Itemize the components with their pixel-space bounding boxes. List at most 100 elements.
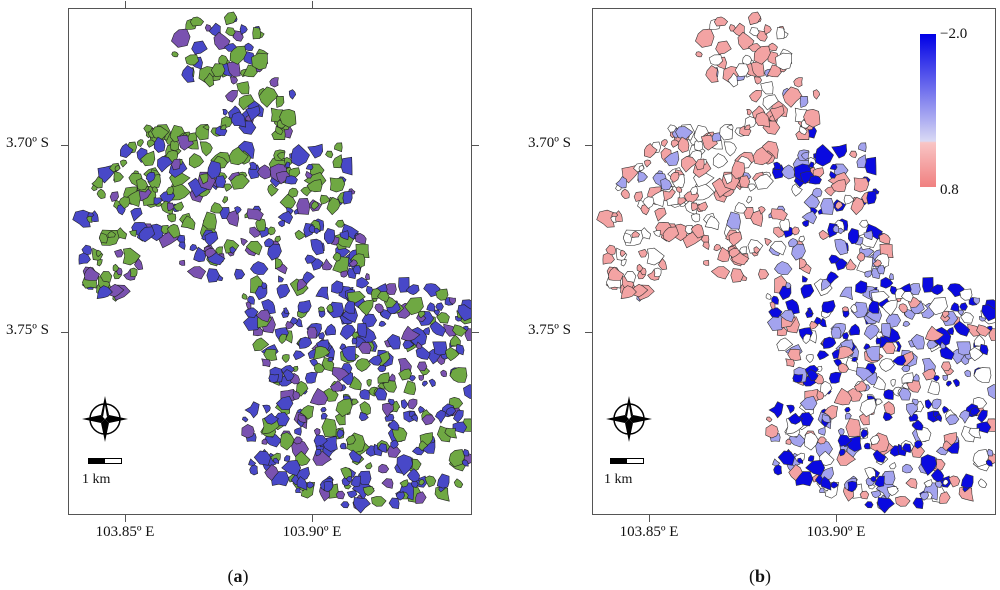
field-parcel	[776, 27, 786, 40]
field-parcel	[959, 288, 973, 301]
field-parcel	[436, 312, 450, 324]
field-parcel	[715, 40, 732, 55]
field-parcel	[356, 277, 370, 289]
field-parcel	[760, 81, 774, 95]
field-parcel	[803, 108, 821, 128]
field-parcel	[602, 252, 615, 265]
field-parcel	[253, 450, 272, 466]
field-parcel	[935, 414, 943, 423]
field-parcel	[202, 211, 217, 230]
field-parcel	[280, 432, 295, 451]
field-parcel	[331, 367, 350, 382]
field-parcel	[968, 427, 982, 439]
field-parcel	[928, 297, 948, 316]
field-parcel	[973, 334, 985, 347]
field-parcel	[86, 215, 93, 223]
field-parcel	[768, 42, 778, 51]
field-parcel	[747, 11, 762, 26]
field-parcel	[321, 258, 333, 271]
field-parcel	[788, 464, 803, 481]
field-parcel	[279, 108, 297, 128]
field-parcel	[746, 108, 752, 116]
field-parcel	[919, 491, 929, 501]
field-parcel	[926, 340, 939, 350]
field-parcel	[911, 419, 924, 431]
field-parcel	[631, 230, 640, 238]
field-parcel	[712, 153, 728, 169]
field-parcel	[228, 146, 249, 166]
field-parcel	[223, 183, 233, 192]
field-parcel	[230, 173, 250, 190]
field-parcel	[345, 434, 356, 445]
scale-label-a: 1 km	[82, 472, 111, 487]
field-parcel	[956, 341, 972, 356]
field-parcel	[215, 246, 224, 254]
field-parcel	[670, 139, 680, 148]
field-parcel	[898, 387, 912, 401]
field-parcel	[820, 476, 832, 491]
field-parcel	[942, 440, 953, 452]
field-parcel	[244, 401, 260, 419]
field-parcel	[248, 458, 257, 466]
field-parcel	[99, 271, 113, 283]
field-parcel	[283, 455, 291, 462]
field-parcel	[713, 243, 722, 252]
field-parcel	[879, 358, 895, 372]
field-parcel	[773, 226, 786, 238]
field-parcel	[313, 434, 328, 447]
field-parcel	[922, 368, 937, 381]
field-parcel	[329, 380, 343, 392]
field-parcel	[359, 401, 371, 417]
field-parcel	[350, 475, 361, 488]
y-tick-2-b	[585, 332, 592, 333]
field-parcel	[170, 139, 180, 152]
field-parcel	[210, 63, 226, 78]
field-parcel	[742, 54, 753, 66]
field-parcel	[832, 224, 840, 233]
field-parcel	[284, 175, 298, 185]
field-parcel	[255, 309, 271, 323]
field-parcel	[294, 229, 306, 240]
field-parcel	[377, 443, 388, 453]
field-parcel	[851, 356, 858, 362]
field-parcel	[619, 249, 626, 258]
field-parcel	[882, 341, 896, 355]
field-parcel	[911, 398, 919, 406]
field-parcel	[953, 320, 971, 337]
field-parcel	[445, 346, 460, 362]
field-parcel	[753, 45, 771, 65]
field-parcel	[788, 412, 804, 425]
field-parcel	[378, 320, 387, 327]
field-parcel	[326, 303, 334, 314]
field-parcel	[418, 310, 426, 319]
field-parcel	[181, 65, 195, 83]
field-parcel	[977, 478, 988, 489]
field-parcel	[821, 299, 836, 314]
field-parcel	[304, 254, 317, 264]
field-parcel	[346, 490, 358, 499]
field-parcel	[229, 76, 238, 85]
field-parcel	[296, 476, 308, 491]
field-parcel	[791, 243, 806, 261]
field-parcel	[695, 28, 715, 48]
field-parcel	[802, 333, 811, 345]
map-panel-a: 3.70º S 3.75º S 103.85º E 103.90º E 1 km…	[6, 1, 479, 586]
field-parcel	[319, 194, 331, 205]
field-parcel	[157, 156, 174, 173]
field-parcel	[283, 307, 289, 314]
field-parcel	[726, 124, 734, 131]
field-parcel	[304, 371, 318, 384]
field-parcel	[261, 438, 268, 445]
field-parcel	[880, 277, 894, 289]
field-parcel	[371, 496, 387, 507]
field-parcel	[883, 401, 895, 417]
field-parcel	[834, 238, 849, 256]
field-parcel	[892, 354, 907, 366]
field-parcel	[878, 232, 891, 245]
field-parcel	[325, 150, 334, 159]
field-parcel	[335, 398, 353, 417]
field-parcel	[904, 308, 916, 320]
field-parcel	[257, 164, 271, 180]
field-parcel	[930, 468, 944, 483]
field-parcel	[939, 341, 947, 349]
